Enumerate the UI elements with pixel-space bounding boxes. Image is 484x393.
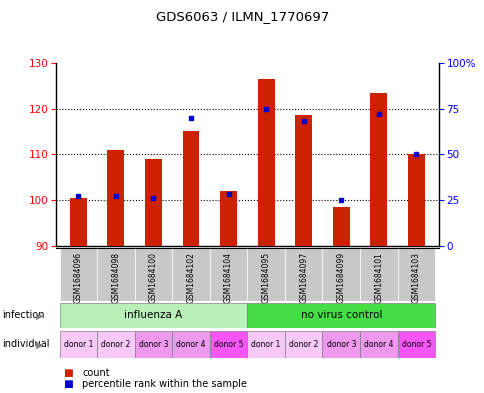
Bar	[60, 303, 247, 328]
Bar	[182, 131, 199, 246]
Bar	[97, 248, 135, 301]
Bar	[210, 331, 247, 358]
Text: GSM1684100: GSM1684100	[149, 252, 158, 303]
Text: GSM1684097: GSM1684097	[299, 252, 307, 303]
Text: percentile rank within the sample: percentile rank within the sample	[82, 379, 247, 389]
Bar	[359, 331, 397, 358]
Bar	[397, 248, 434, 301]
Text: ▶: ▶	[36, 310, 44, 320]
Text: donor 1: donor 1	[251, 340, 280, 349]
Text: donor 4: donor 4	[363, 340, 393, 349]
Bar	[359, 248, 397, 301]
Text: GSM1684101: GSM1684101	[374, 252, 382, 303]
Text: ▶: ▶	[36, 339, 44, 349]
Text: count: count	[82, 367, 110, 378]
Bar	[145, 159, 162, 246]
Text: donor 1: donor 1	[63, 340, 93, 349]
Text: donor 3: donor 3	[326, 340, 355, 349]
Bar	[247, 331, 284, 358]
Bar	[247, 248, 284, 301]
Text: GSM1684096: GSM1684096	[74, 252, 83, 303]
Bar	[257, 79, 274, 246]
Bar	[172, 248, 210, 301]
Bar	[295, 116, 312, 246]
Text: infection: infection	[2, 310, 45, 320]
Text: GSM1684103: GSM1684103	[411, 252, 420, 303]
Text: GDS6063 / ILMN_1770697: GDS6063 / ILMN_1770697	[155, 10, 329, 23]
Bar	[135, 248, 172, 301]
Bar	[397, 331, 434, 358]
Bar	[60, 248, 97, 301]
Bar	[107, 150, 124, 246]
Text: individual: individual	[2, 339, 50, 349]
Text: GSM1684099: GSM1684099	[336, 252, 345, 303]
Bar	[322, 248, 359, 301]
Bar	[332, 207, 349, 246]
Text: ■: ■	[63, 367, 73, 378]
Text: GSM1684095: GSM1684095	[261, 252, 270, 303]
Text: no virus control: no virus control	[300, 310, 381, 320]
Text: donor 2: donor 2	[101, 340, 130, 349]
Bar	[97, 331, 135, 358]
Text: ■: ■	[63, 379, 73, 389]
Bar	[284, 331, 322, 358]
Bar	[370, 93, 387, 246]
Bar	[322, 331, 359, 358]
Bar	[60, 331, 97, 358]
Bar	[70, 198, 87, 246]
Text: donor 3: donor 3	[138, 340, 168, 349]
Text: GSM1684098: GSM1684098	[111, 252, 120, 303]
Text: donor 5: donor 5	[401, 340, 430, 349]
Bar	[220, 191, 237, 246]
Bar	[247, 303, 434, 328]
Bar	[135, 331, 172, 358]
Text: donor 5: donor 5	[213, 340, 243, 349]
Text: donor 4: donor 4	[176, 340, 205, 349]
Bar	[172, 331, 210, 358]
Text: donor 2: donor 2	[288, 340, 318, 349]
Text: GSM1684104: GSM1684104	[224, 252, 233, 303]
Bar	[210, 248, 247, 301]
Bar	[284, 248, 322, 301]
Text: GSM1684102: GSM1684102	[186, 252, 195, 303]
Text: influenza A: influenza A	[124, 310, 182, 320]
Bar	[407, 154, 424, 246]
